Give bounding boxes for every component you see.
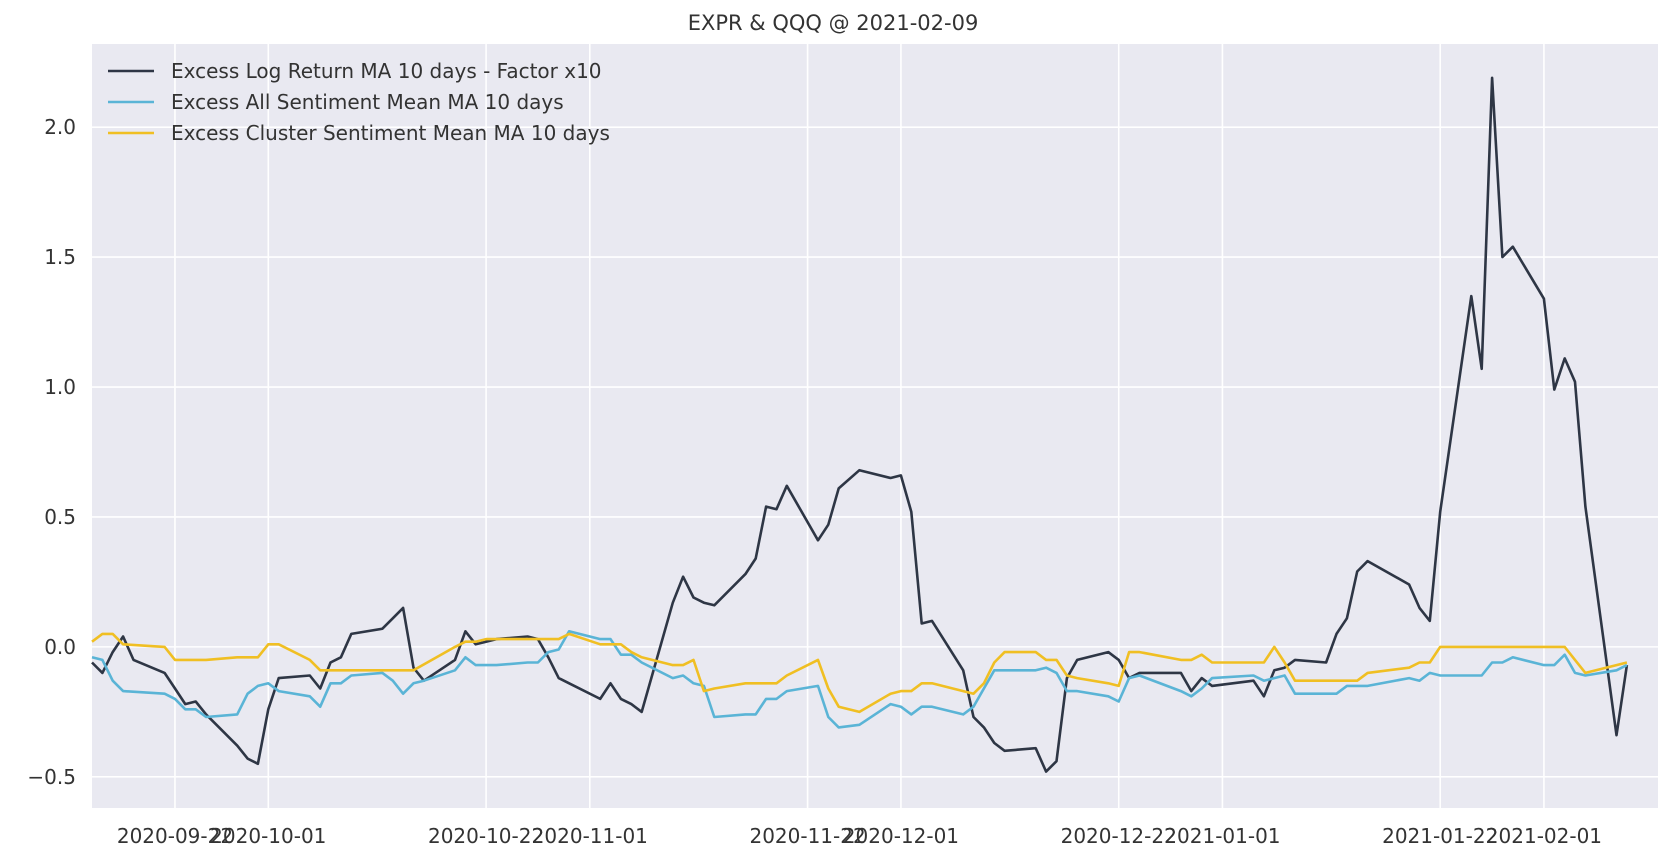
y-tick-label: 0.5 bbox=[44, 505, 76, 529]
y-tick-label: 2.0 bbox=[44, 115, 76, 139]
y-axis-ticks: −0.5 0.0 0.5 1.0 1.5 2.0 bbox=[27, 115, 76, 789]
chart-title: EXPR & QQQ @ 2021-02-09 bbox=[688, 11, 979, 35]
legend-label-1: Excess Log Return MA 10 days - Factor x1… bbox=[171, 59, 602, 83]
legend-label-2: Excess All Sentiment Mean MA 10 days bbox=[171, 90, 564, 114]
y-tick-label: 1.5 bbox=[44, 245, 76, 269]
x-tick-label: 2021-01-22 bbox=[1382, 824, 1498, 848]
legend: Excess Log Return MA 10 days - Factor x1… bbox=[108, 59, 610, 145]
y-tick-label: 1.0 bbox=[44, 375, 76, 399]
x-tick-label: 2021-02-01 bbox=[1486, 824, 1602, 848]
series-line-3 bbox=[91, 632, 1628, 714]
x-tick-label: 2020-09-22 bbox=[117, 824, 233, 848]
x-tick-label: 2020-10-22 bbox=[428, 824, 544, 848]
x-tick-label: 2020-11-22 bbox=[749, 824, 865, 848]
x-tick-label: 2020-12-22 bbox=[1061, 824, 1177, 848]
x-tick-label: 2020-12-01 bbox=[843, 824, 959, 848]
x-tick-label: 2020-11-01 bbox=[532, 824, 648, 848]
x-tick-label: 2020-10-01 bbox=[210, 824, 326, 848]
y-tick-label: −0.5 bbox=[27, 765, 76, 789]
legend-label-3: Excess Cluster Sentiment Mean MA 10 days bbox=[171, 121, 610, 145]
series-line-2 bbox=[91, 629, 1628, 729]
x-tick-label: 2021-01-01 bbox=[1164, 824, 1280, 848]
series-line-1 bbox=[91, 76, 1629, 773]
y-tick-label: 0.0 bbox=[44, 635, 76, 659]
series-lines bbox=[91, 76, 1629, 773]
grid-lines bbox=[92, 44, 1658, 808]
